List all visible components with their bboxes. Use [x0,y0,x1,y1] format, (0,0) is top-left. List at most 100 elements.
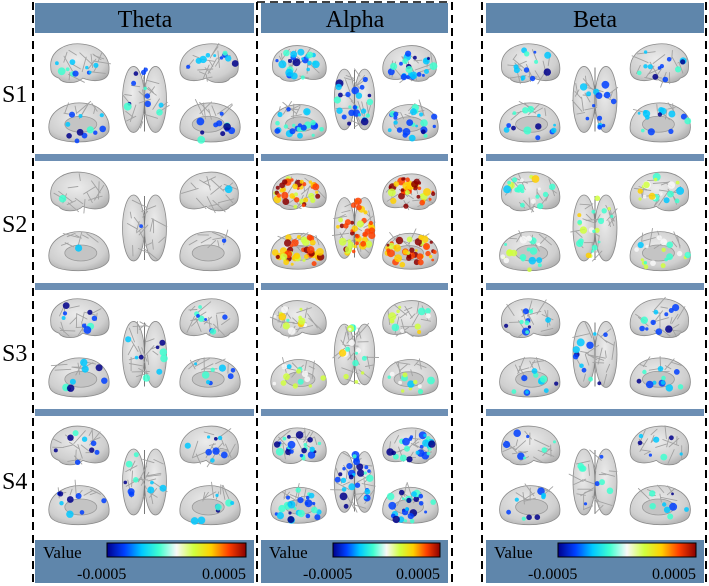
row-label-s2: S2 [2,212,27,238]
medial-left-view [499,356,561,398]
medial-left-view [48,479,110,526]
separator-3-beta [486,409,704,416]
lateral-left-view [272,173,327,210]
dorsal-view [570,194,618,262]
header-band-alpha [261,3,448,33]
colorbar-theta: Value -0.0005 0.0005 [35,540,254,583]
separator-2-theta [35,283,254,290]
lateral-right-view [382,45,438,84]
lateral-right-view [629,43,689,88]
lateral-right-view [629,296,689,339]
medial-right-view [179,357,241,398]
dorsal-view [572,321,618,388]
dorsal-view [568,448,618,516]
lateral-right-view [382,427,437,464]
medial-left-view [48,231,110,272]
dorsal-view [122,66,170,133]
lateral-left-view [50,171,110,214]
medial-left-view [499,101,561,143]
brain-panels [48,42,692,526]
lateral-right-view [179,171,239,214]
medial-left-view [48,100,110,144]
brain-panel-theta-s4 [48,425,241,526]
lateral-left-view [501,43,561,85]
separator-2-beta [486,283,704,290]
colorbar-max-label: 0.0005 [202,566,246,583]
colorbar-label: Value [269,543,308,562]
dorsal-view [571,66,619,133]
column-headers: Theta Alpha Beta [35,3,704,33]
lateral-left-view [50,43,111,84]
dorsal-view [332,322,380,386]
separator-1-theta [35,154,254,161]
lateral-right-view [179,425,239,468]
medial-left-view [270,232,327,270]
lateral-right-view [179,298,239,339]
medial-right-view [179,229,241,272]
dorsal-view [330,451,376,513]
dorsal-view [122,194,168,262]
lateral-left-view [50,298,110,339]
colorbar-min-label: -0.0005 [77,566,126,583]
medial-left-view [270,483,327,524]
lateral-left-view [272,427,327,464]
lateral-left-view [272,45,327,82]
separator-1-beta [486,154,704,161]
brain-panel-beta-s3 [499,296,691,398]
colorbar-beta: Value -0.0005 0.0005 [486,540,704,583]
colorbar-alpha: Value -0.0005 0.0005 [261,540,448,583]
lateral-right-view [382,300,437,338]
row-label-s4: S4 [2,469,27,495]
header-band-beta [486,3,704,33]
column-title-theta: Theta [118,7,173,33]
medial-right-view [382,99,439,142]
lateral-left-view [501,425,561,466]
medial-right-view [179,481,241,526]
colorbar-max-label: 0.0005 [652,566,696,583]
separator-3-theta [35,409,254,416]
medial-left-view [499,230,561,273]
lateral-left-view [501,171,561,213]
column-frames [32,1,707,584]
column-title-beta: Beta [573,7,617,33]
column-title-alpha: Alpha [326,7,385,33]
medial-right-view [382,358,439,396]
dorsal-view [331,197,376,259]
brain-panel-theta-s3 [48,298,241,398]
brain-panel-alpha-s1 [270,45,439,142]
separator-2-alpha [261,283,448,290]
medial-right-view [629,356,691,398]
medial-left-view [270,101,327,141]
medial-right-view [179,99,241,144]
colorbar-label: Value [43,543,82,562]
medial-left-view [270,357,327,396]
dorsal-view [122,321,168,388]
brain-panel-theta-s2 [48,171,241,272]
colorbar-gradient-bar [106,542,247,558]
colorbar-max-label: 0.0005 [396,566,440,583]
medial-right-view [382,228,439,270]
lateral-right-view [382,173,437,211]
dorsal-view [333,68,376,131]
row-separators [35,154,704,416]
brain-panel-theta-s1 [48,42,241,144]
row-label-s3: S3 [2,341,27,367]
lateral-right-view [179,42,239,84]
lateral-left-view [501,298,561,339]
brain-panel-beta-s1 [499,43,692,143]
lateral-left-view [50,425,110,466]
medial-right-view [629,228,691,272]
colorbar-gradient-bar [557,542,697,558]
header-band-theta [35,3,254,33]
colorbar-min-label: -0.0005 [528,566,577,583]
medial-right-view [629,484,691,526]
brain-panel-beta-s2 [499,171,691,273]
dorsal-view [122,448,168,516]
medial-right-view [629,102,692,143]
brain-panel-alpha-s4 [270,427,439,524]
colorbar-gradient-bar [332,542,441,558]
separator-1-alpha [261,154,448,161]
brain-panel-alpha-s2 [270,173,439,270]
